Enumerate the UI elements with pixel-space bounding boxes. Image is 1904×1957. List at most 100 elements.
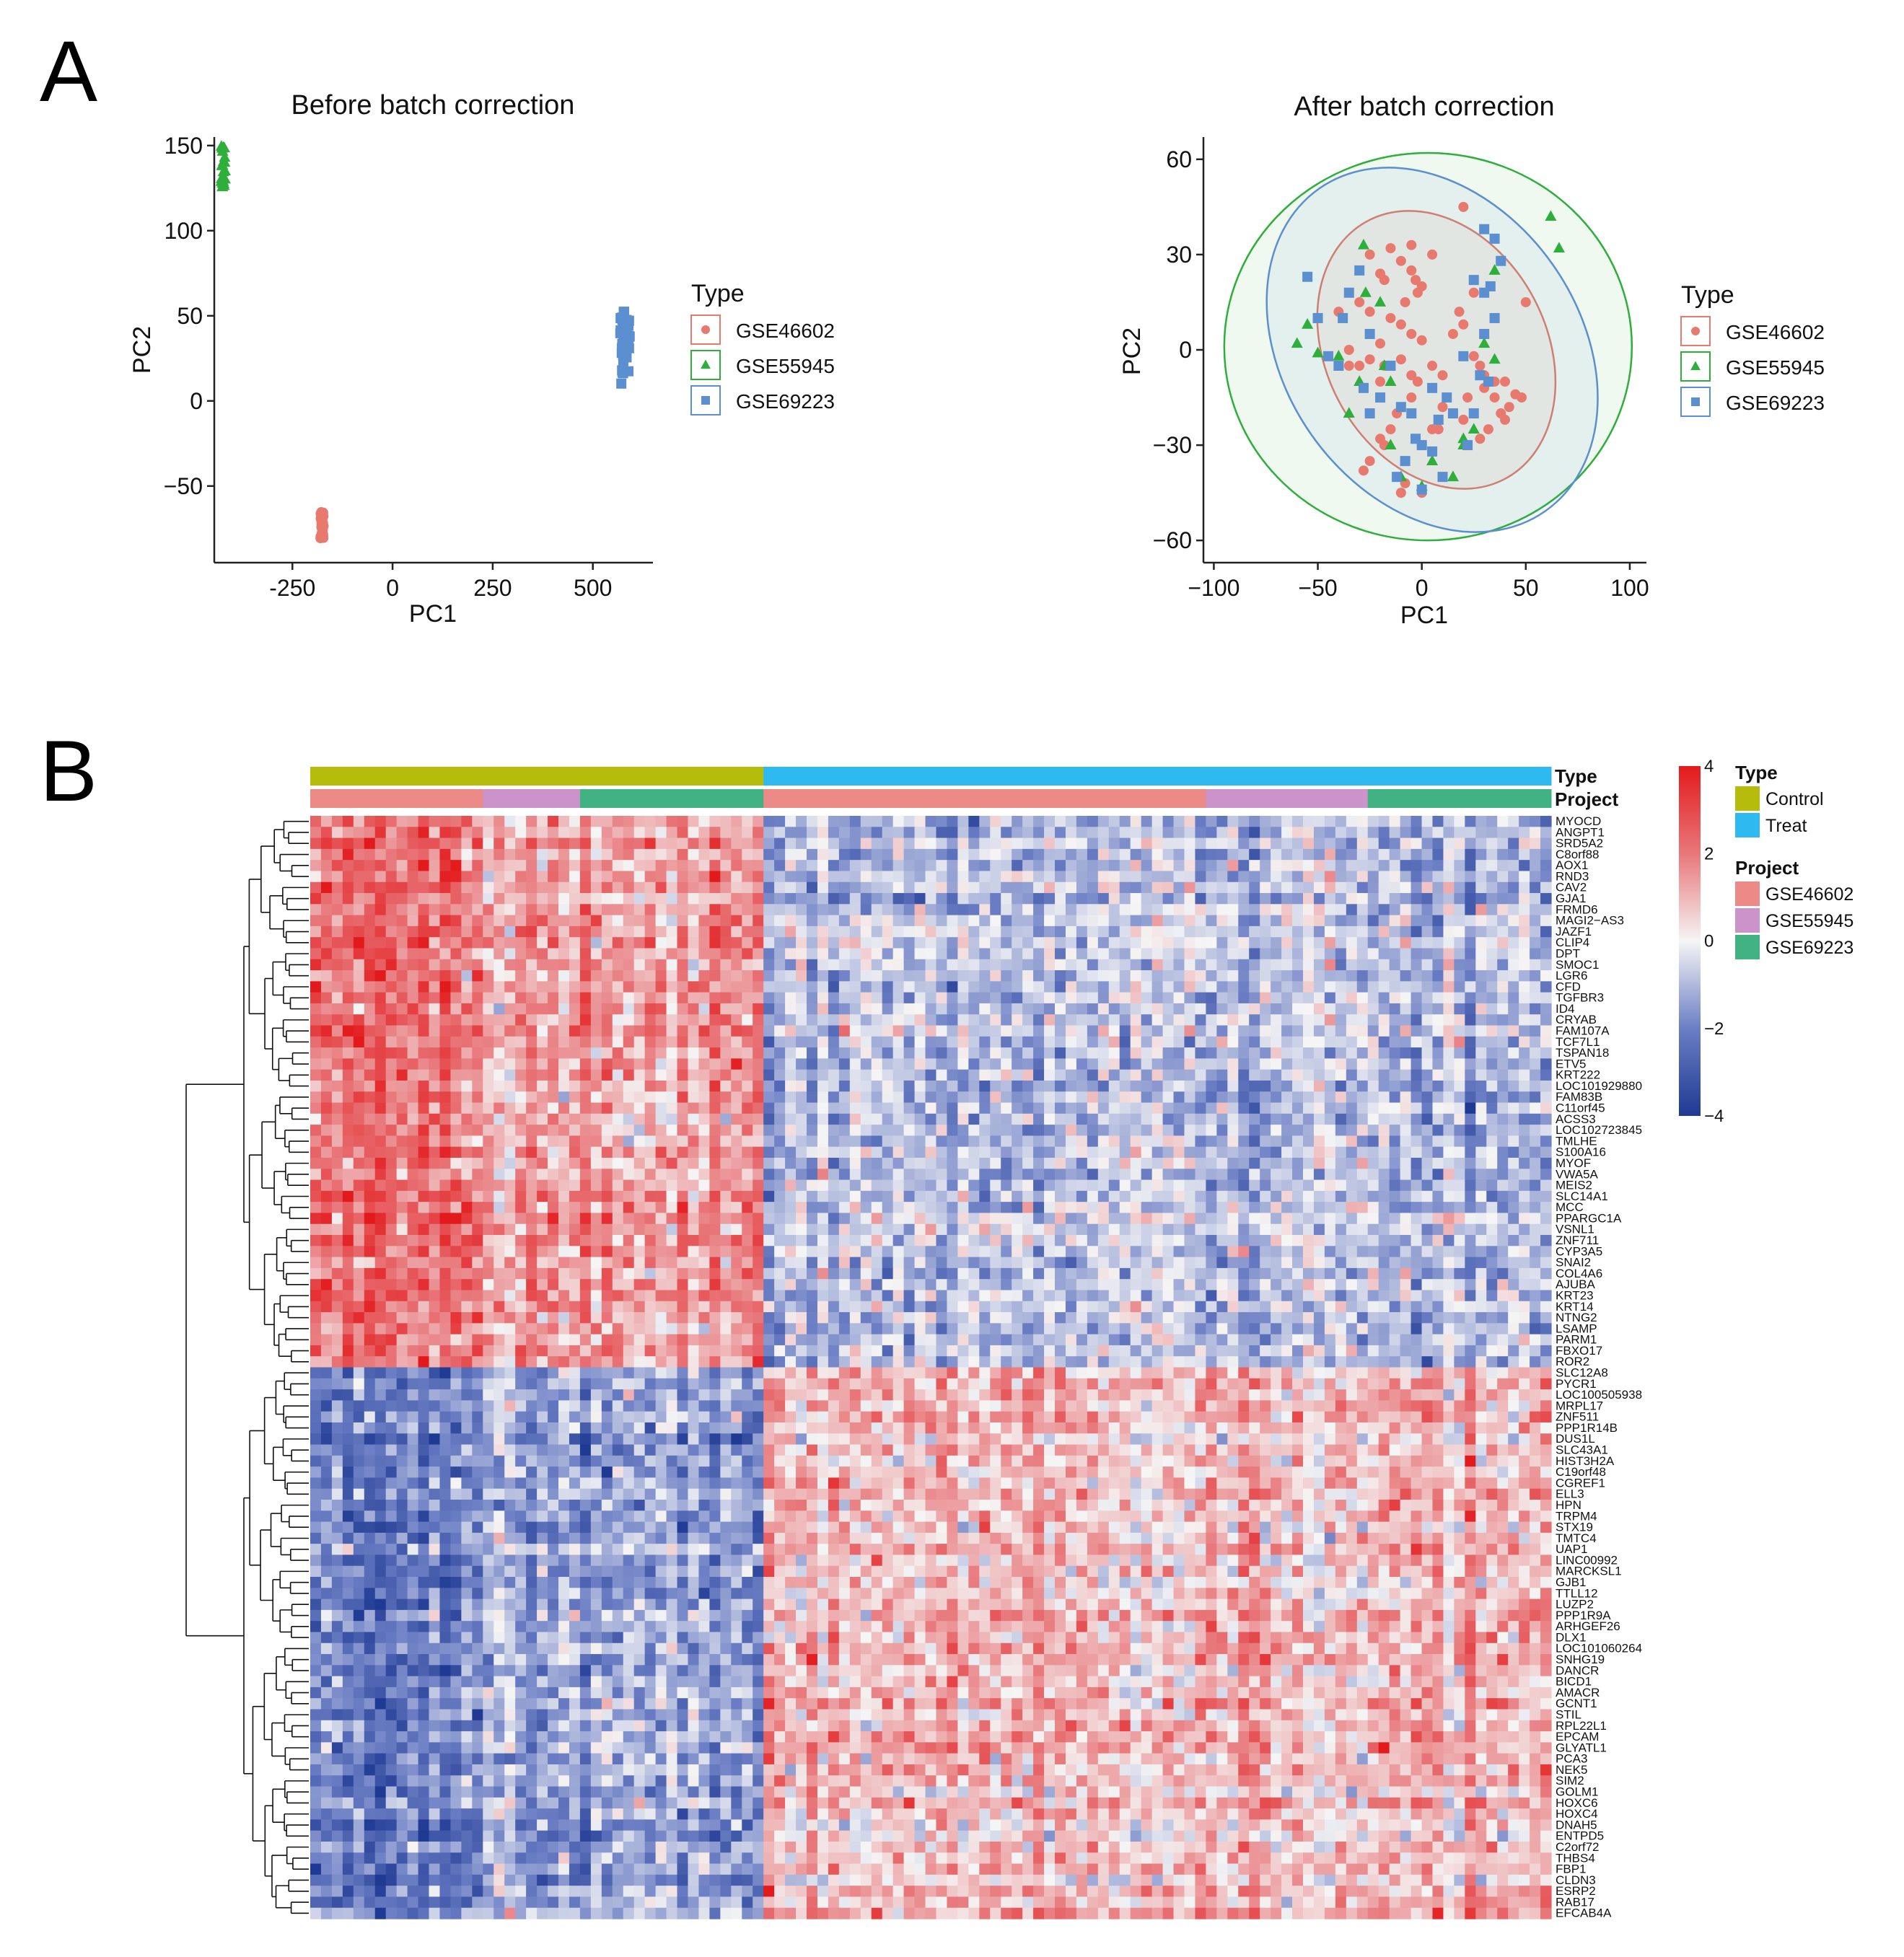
heatmap-cell (1184, 1169, 1196, 1181)
heatmap-cell (1400, 1080, 1412, 1092)
heatmap-cell (526, 827, 538, 839)
heatmap-cell (353, 992, 365, 1004)
heatmap-cell (396, 848, 408, 861)
heatmap-cell (1012, 1025, 1023, 1037)
heatmap-cell (396, 959, 408, 971)
heatmap-cell (1260, 1080, 1271, 1092)
heatmap-cell (548, 871, 559, 883)
heatmap-cell (1033, 871, 1045, 883)
heatmap-cell (439, 1025, 452, 1037)
heatmap-cell (1044, 1091, 1056, 1104)
heatmap-cell (1141, 1014, 1153, 1026)
heatmap-cell (385, 992, 398, 1004)
heatmap-cell (990, 1169, 1001, 1181)
heatmap-cell (493, 904, 505, 916)
heatmap-cell (623, 970, 635, 982)
heatmap-cell (1044, 837, 1056, 850)
heatmap-cell (1540, 904, 1552, 916)
heatmap-cell (838, 948, 851, 960)
heatmap-cell (742, 948, 753, 960)
heatmap-cell (364, 981, 376, 993)
heatmap-cell (1227, 1223, 1239, 1236)
heatmap-cell (612, 1025, 624, 1037)
heatmap-cell (633, 860, 646, 872)
heatmap-cell (644, 948, 657, 960)
point-gse55945 (1302, 318, 1314, 329)
heatmap-cell (364, 1091, 376, 1104)
heatmap-cell (838, 1080, 851, 1092)
heatmap-cell (936, 937, 948, 949)
heatmap-cell (990, 1080, 1001, 1092)
heatmap-cell (990, 1102, 1001, 1114)
heatmap-cell (860, 925, 872, 938)
heatmap-cell (936, 1047, 948, 1059)
heatmap-cell (1519, 1157, 1530, 1169)
heatmap-cell (1216, 848, 1228, 861)
heatmap-cell (1087, 959, 1099, 971)
heatmap-cell (1162, 1202, 1175, 1214)
heatmap-cell (655, 970, 667, 982)
heatmap-cell (731, 1003, 742, 1015)
heatmap-cell (1001, 827, 1012, 839)
heatmap-cell (1087, 1058, 1099, 1070)
heatmap-cell (558, 1069, 570, 1081)
heatmap-cell (1313, 1014, 1325, 1026)
heatmap-cell (1443, 1179, 1455, 1192)
heatmap-cell (1249, 981, 1260, 993)
heatmap-cell (828, 848, 840, 861)
heatmap-cell (1400, 837, 1412, 850)
heatmap-cell (838, 1146, 851, 1158)
heatmap-cell (990, 816, 1001, 827)
heatmap-cell (1346, 1003, 1358, 1015)
heatmap-cell (1227, 848, 1239, 861)
heatmap-cell (1012, 1202, 1023, 1214)
heatmap-cell (364, 1157, 376, 1169)
heatmap-cell (1486, 1157, 1498, 1169)
heatmap-cell (1421, 1102, 1434, 1114)
heatmap-cell (1519, 1069, 1530, 1081)
heatmap-cell (903, 871, 916, 883)
heatmap-cell (331, 1190, 343, 1202)
heatmap-cell (1162, 1146, 1175, 1158)
heatmap-cell (429, 1025, 441, 1037)
heatmap-cell (925, 1069, 937, 1081)
heatmap-cell (1076, 1069, 1088, 1081)
heatmap-cell (860, 1223, 872, 1236)
heatmap-cell (331, 827, 343, 839)
heatmap-cell (990, 1014, 1001, 1026)
heatmap-cell (1087, 1003, 1099, 1015)
heatmap-cell (493, 1113, 505, 1125)
heatmap-cell (1530, 871, 1541, 883)
heatmap-cell (1367, 1047, 1379, 1059)
heatmap-cell (374, 1125, 387, 1137)
heatmap-cell (1044, 1179, 1056, 1192)
heatmap-cell (666, 848, 678, 861)
heatmap-cell (1432, 904, 1444, 916)
heatmap-cell (990, 1091, 1001, 1104)
heatmap-cell (1087, 1169, 1099, 1181)
heatmap-cell (871, 1213, 883, 1225)
heatmap-cell (1486, 1058, 1498, 1070)
heatmap-cell (633, 1003, 646, 1015)
heatmap-cell (612, 1223, 624, 1236)
heatmap-cell (1271, 948, 1282, 960)
heatmap-cell (1195, 1091, 1206, 1104)
heatmap-cell (1313, 1080, 1325, 1092)
heatmap-cell (1324, 1003, 1336, 1015)
heatmap-cell (1421, 904, 1434, 916)
heatmap-cell (461, 925, 473, 938)
heatmap-cell (1486, 981, 1498, 993)
heatmap-cell (1097, 937, 1110, 949)
heatmap-cell (1346, 1213, 1358, 1225)
heatmap-cell (838, 1190, 851, 1202)
heatmap-cell (1421, 970, 1434, 982)
point-gse46602 (318, 532, 329, 542)
heatmap-cell (1227, 959, 1239, 971)
heatmap-cell (644, 848, 657, 861)
heatmap-cell (1443, 1157, 1455, 1169)
heatmap-cell (331, 881, 343, 894)
heatmap-cell (612, 827, 624, 839)
heatmap-cell (1378, 1080, 1390, 1092)
heatmap-cell (947, 860, 958, 872)
heatmap-cell (1335, 970, 1347, 982)
